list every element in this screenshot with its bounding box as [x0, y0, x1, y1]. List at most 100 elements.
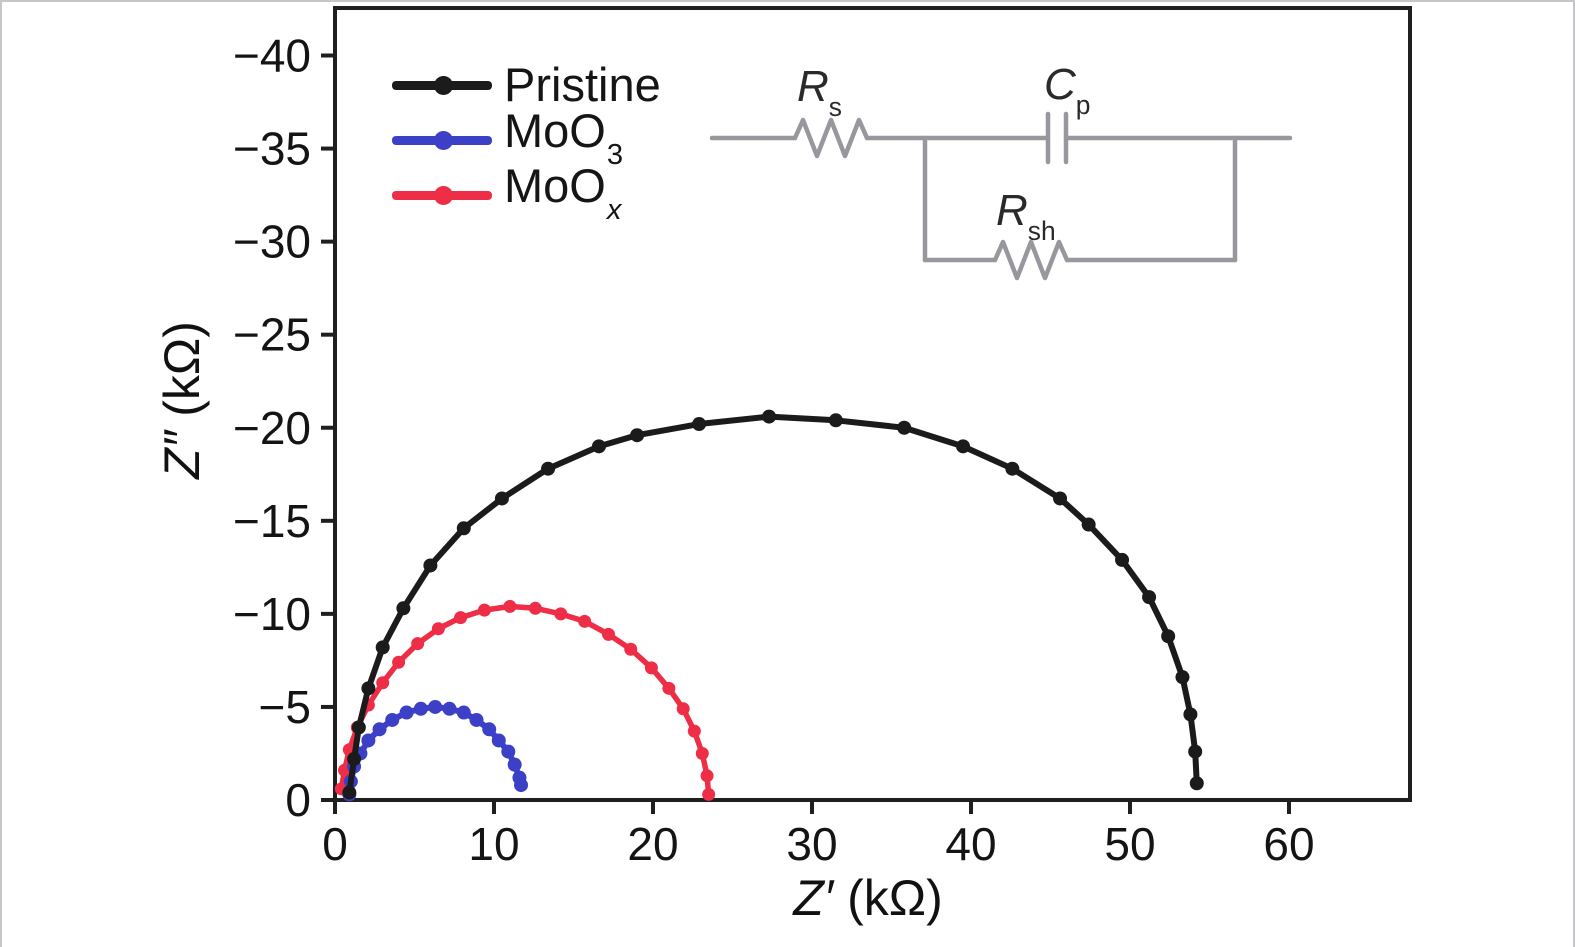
series-moox-point [624, 642, 638, 656]
series-pristine-point [762, 409, 777, 424]
equivalent-circuit [709, 111, 1293, 281]
legend-dot-icon [434, 131, 453, 150]
series-moox-point [662, 681, 676, 695]
series-moox-point [695, 746, 709, 760]
series-moo3-point [507, 757, 522, 772]
series-moo3-point [428, 699, 443, 714]
series-pristine-point [1115, 552, 1130, 567]
legend-item-moo3: MoO3 [392, 107, 661, 171]
series-pristine-point [423, 558, 438, 573]
series-pristine-point [494, 491, 509, 506]
series-moo3-point [469, 712, 484, 727]
series-moox-point [601, 627, 615, 641]
series-moo3-point [385, 712, 400, 727]
series-moo3-point [442, 701, 457, 716]
series-pristine-point [351, 720, 366, 735]
legend-swatch-moox [392, 172, 492, 218]
series-pristine-point [1053, 491, 1068, 506]
y-tick-label: −40 [233, 30, 311, 82]
y-tick-label: −15 [233, 495, 311, 547]
series-pristine-line [346, 413, 1200, 796]
resistor-rsh-label: Rsh [996, 186, 1056, 246]
y-tick-label: −5 [259, 681, 311, 733]
resistor-rsh-icon [992, 239, 1070, 281]
series-moox-point [376, 676, 390, 690]
x-tick-label: 10 [468, 818, 519, 870]
series-moo3-point [491, 733, 506, 748]
series-moo3-point [413, 701, 428, 716]
series-pristine-point [1175, 670, 1190, 685]
series-pristine-point [1161, 629, 1176, 644]
resistor-rs-label: Rs [797, 62, 842, 122]
series-pristine-point [396, 601, 411, 616]
legend-dot-icon [434, 186, 453, 205]
series-pristine-point [630, 428, 645, 443]
series-moox-point [676, 702, 690, 716]
capacitor-cp-label: Cp [1044, 60, 1091, 120]
legend-swatch-pristine [392, 62, 492, 108]
series-pristine-point [828, 413, 843, 428]
series-moo3-point [399, 705, 414, 720]
legend-item-moox: MoOx [392, 162, 661, 226]
series-moox-point [392, 655, 406, 669]
capacitor-cp-icon [1045, 111, 1069, 165]
series-moox-point [528, 601, 542, 615]
series-moox-point [687, 724, 701, 738]
y-tick-label: 0 [285, 774, 311, 826]
legend-label-pristine: Pristine [504, 58, 661, 111]
series-moox-point [644, 661, 658, 675]
series-pristine-point [375, 640, 390, 655]
y-tick-label: −35 [233, 123, 311, 175]
series-moo3-point [482, 722, 497, 737]
legend-swatch-moo3 [392, 117, 492, 163]
legend-label-moo3: MoO3 [504, 104, 624, 171]
x-tick-label: 0 [322, 818, 348, 870]
legend-label-moox: MoOx [504, 159, 622, 226]
series-pristine-point [541, 461, 556, 476]
series-moox-point [503, 599, 517, 613]
series-pristine-point [591, 439, 606, 454]
series-pristine-point [956, 439, 971, 454]
series-moox-point [578, 614, 592, 628]
series-pristine-point [347, 752, 362, 767]
series-moox-point [477, 603, 491, 617]
series-pristine-point [361, 681, 376, 696]
series-moo3-point [372, 722, 387, 737]
x-tick-label: 40 [945, 818, 996, 870]
series-moox-point [700, 769, 714, 783]
y-axis-title: Z″ (kΩ) [154, 321, 210, 479]
series-pristine-point [1005, 461, 1020, 476]
legend: Pristine MoO3 MoOx [392, 58, 661, 226]
series-moo3-point [361, 733, 376, 748]
series-pristine-point [897, 420, 912, 435]
series-moox-line [338, 603, 712, 798]
x-tick-label: 50 [1104, 818, 1155, 870]
legend-dot-icon [434, 76, 453, 95]
x-tick-label: 60 [1263, 818, 1314, 870]
y-tick-label: −25 [233, 309, 311, 361]
series-moox-point [702, 787, 716, 801]
series-pristine-point [1183, 707, 1198, 722]
series-moo3-point [456, 705, 471, 720]
plot-frame [333, 6, 1412, 802]
y-tick-label: −20 [233, 402, 311, 454]
series-pristine-point [1142, 590, 1157, 605]
series-pristine-point [1188, 744, 1203, 759]
series-pristine-point [342, 785, 357, 800]
series-moox-point [554, 607, 568, 621]
series-moox-point [454, 611, 468, 625]
legend-item-pristine: Pristine [392, 58, 661, 111]
x-axis-title: Z′ (kΩ) [793, 870, 943, 926]
series-pristine-point [1081, 517, 1096, 532]
series-moo3-line [346, 703, 525, 798]
x-tick-label: 20 [627, 818, 678, 870]
series-moox-point [411, 637, 425, 651]
resistor-rs-icon [792, 117, 870, 159]
y-tick-label: −30 [233, 216, 311, 268]
y-tick-label: −10 [233, 588, 311, 640]
series-pristine-point [692, 417, 707, 432]
series-moo3-point [514, 778, 529, 793]
series-moox-point [431, 622, 445, 636]
series-pristine-point [1189, 776, 1204, 791]
x-tick-label: 30 [786, 818, 837, 870]
